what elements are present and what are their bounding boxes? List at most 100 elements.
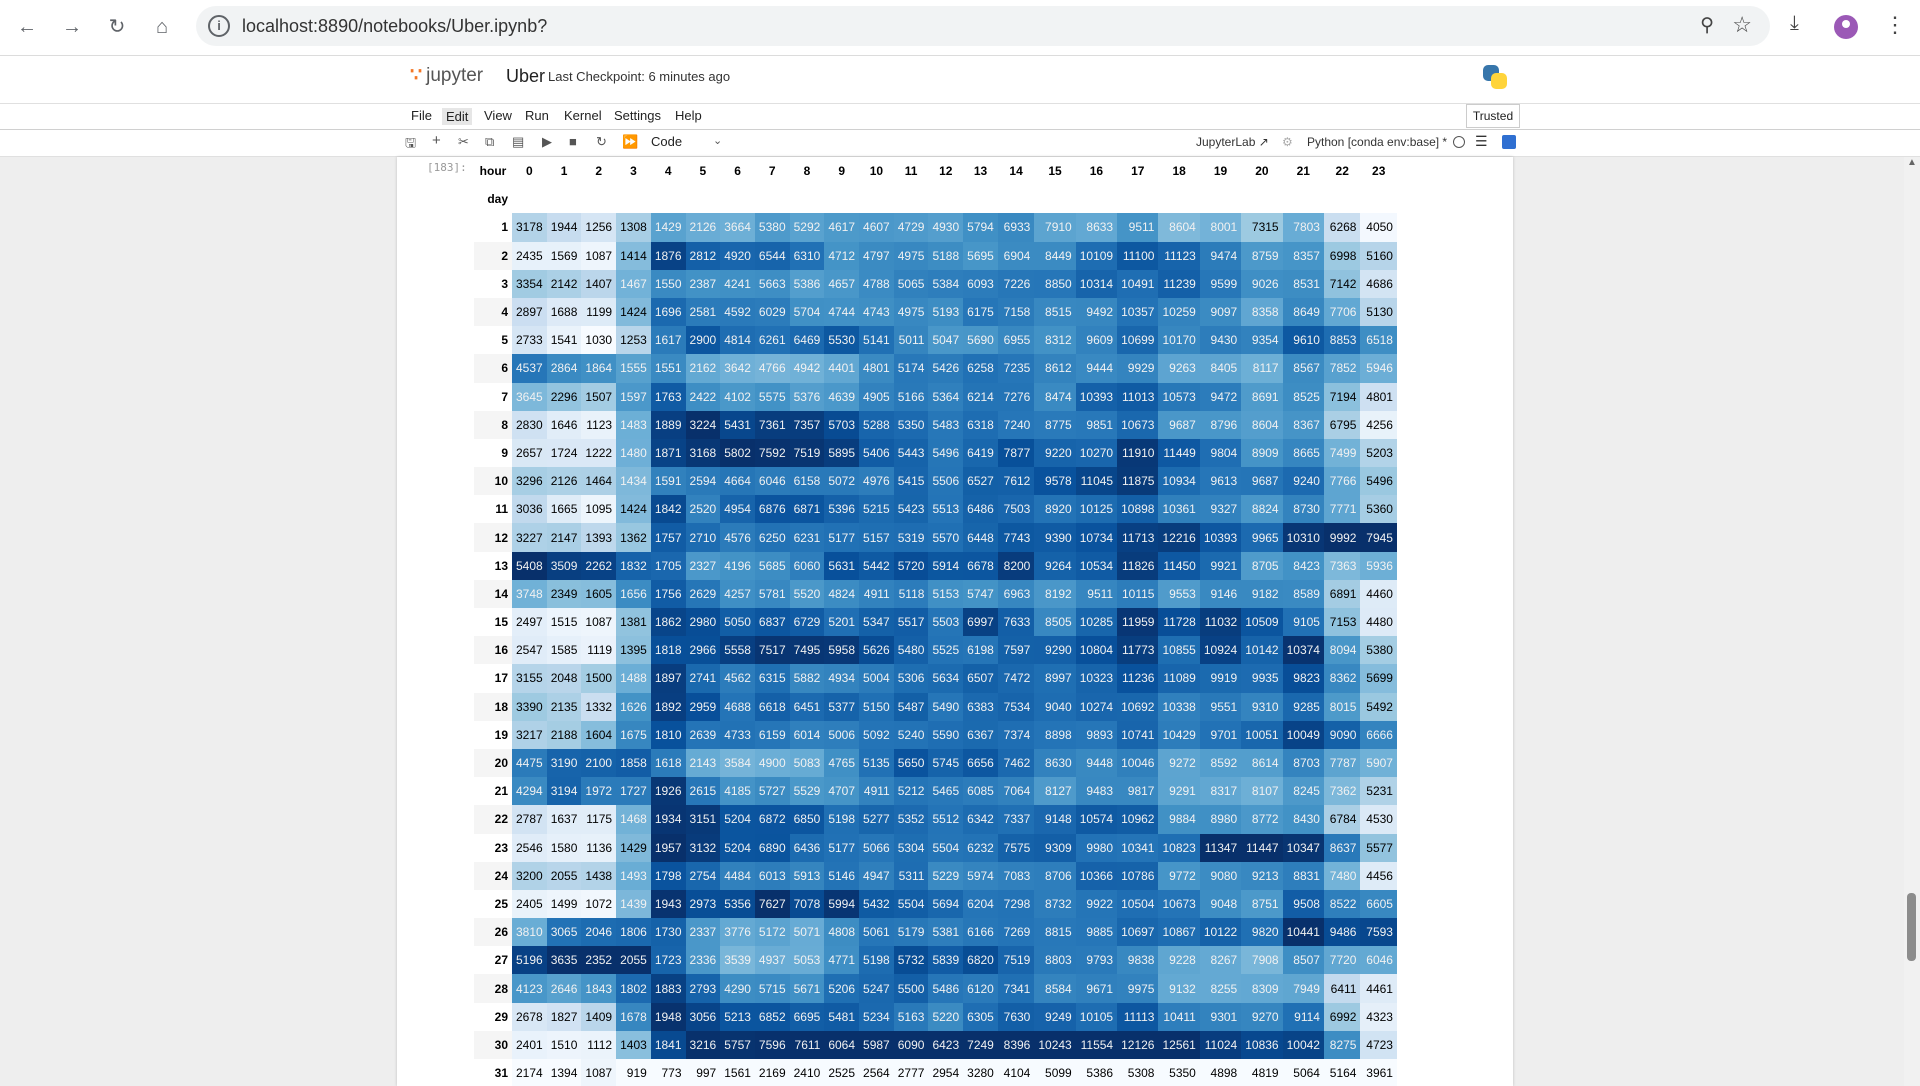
profile-avatar[interactable] [1834, 15, 1858, 39]
hour-header: 6 [720, 157, 755, 186]
paste-icon[interactable]: ▤ [512, 134, 525, 149]
heatmap-cell: 7472 [997, 664, 1035, 693]
menu-run[interactable]: Run [525, 108, 549, 123]
heatmap-cell: 6014 [789, 720, 825, 749]
reload-icon[interactable]: ↻ [108, 16, 126, 38]
empty-header-cell [824, 185, 860, 214]
restart-icon[interactable]: ↻ [596, 134, 607, 149]
hour-header: 5 [685, 157, 721, 186]
heatmap-cell: 9132 [1158, 974, 1200, 1003]
property-inspector-icon[interactable] [1502, 135, 1516, 149]
heatmap-cell: 5577 [1360, 833, 1397, 862]
cut-icon[interactable]: ✂ [458, 134, 469, 149]
heatmap-cell: 2864 [546, 354, 582, 383]
heatmap-cell: 9430 [1199, 326, 1242, 355]
heatmap-cell: 1087 [581, 1059, 617, 1086]
table-row: 17 3155 2048 1500 1488 1897 2741 4562 6315 5882 49… [474, 664, 1397, 693]
cell-type-select[interactable]: Code ⌄ [651, 134, 722, 149]
scrollbar-thumb[interactable] [1907, 893, 1916, 961]
heatmap-cell: 8531 [1282, 269, 1324, 298]
add-cell-icon[interactable]: + [432, 132, 441, 149]
heatmap-cell: 6198 [963, 636, 998, 665]
menu-kernel[interactable]: Kernel [564, 108, 602, 123]
more-menu-icon[interactable]: ⋮ [1884, 12, 1906, 37]
heatmap-cell: 6231 [789, 523, 825, 552]
heatmap-cell: 6448 [963, 523, 998, 552]
home-icon[interactable]: ⌂ [155, 16, 169, 38]
trusted-badge[interactable]: Trusted [1466, 104, 1520, 128]
heatmap-cell: 5699 [1360, 664, 1397, 693]
jupyterlab-link[interactable]: JupyterLab ↗ [1196, 135, 1269, 149]
menu-view[interactable]: View [484, 108, 512, 123]
heatmap-cell: 5204 [720, 805, 755, 834]
heatmap-cell: 4911 [859, 579, 894, 608]
menu-help[interactable]: Help [675, 108, 702, 123]
heatmap-cell: 9885 [1075, 918, 1118, 947]
jupyter-logo-icon: ∵ [410, 65, 423, 86]
menu-settings[interactable]: Settings [614, 108, 661, 123]
heatmap-cell: 8980 [1199, 805, 1242, 834]
scroll-up-icon[interactable]: ▲ [1907, 157, 1917, 168]
menu-edit[interactable]: Edit [442, 108, 473, 125]
page-scrollbar[interactable]: ▲ [1904, 157, 1920, 1086]
notebook-title[interactable]: Uber [506, 66, 546, 86]
heatmap-cell: 5506 [928, 467, 964, 496]
heatmap-cell: 5350 [893, 410, 929, 439]
heatmap-cell: 5504 [893, 889, 929, 919]
heatmap-cell: 6656 [963, 748, 998, 778]
heatmap-cell: 8604 [1241, 410, 1283, 439]
run-icon[interactable]: ▶ [542, 134, 552, 149]
download-icon[interactable]: ⤓ [1790, 12, 1799, 34]
address-bar[interactable]: i localhost:8890/notebooks/Uber.ipynb? ⚲… [196, 6, 1770, 46]
heatmap-cell: 7575 [997, 833, 1035, 862]
back-arrow-icon[interactable]: ← [17, 16, 37, 38]
heatmap-cell: 4824 [824, 579, 860, 608]
site-info-icon[interactable]: i [208, 15, 230, 37]
notebook-header: ∵ jupyter Uber Last Checkpoint: 6 minutes… [0, 56, 1920, 104]
heatmap-cell: 3216 [685, 1030, 721, 1059]
heatmap-cell: 10105 [1075, 1002, 1118, 1031]
heatmap-cell: 5061 [859, 918, 894, 947]
table-row: 20 4475 3190 2100 1858 1618 2143 3584 4900 5083 47… [474, 748, 1397, 778]
heatmap-cell: 9444 [1075, 354, 1118, 383]
heatmap-cell: 5072 [824, 467, 860, 496]
heatmap-cell: 3539 [720, 946, 755, 975]
table-row: 22 2787 1637 1175 1468 1934 3151 5204 6872 6850 51… [474, 805, 1397, 834]
heatmap-cell: 7298 [997, 889, 1035, 919]
heatmap-cell: 5231 [1360, 777, 1397, 806]
heatmap-cell: 4480 [1360, 608, 1397, 637]
heatmap-cell: 4456 [1360, 861, 1397, 890]
url-text[interactable]: localhost:8890/notebooks/Uber.ipynb? [242, 16, 548, 36]
table-row: 4 2897 1688 1199 1424 1696 2581 4592 6029 5704 474… [474, 297, 1397, 327]
menu-lines-icon[interactable]: ☰ [1475, 133, 1488, 149]
heatmap-cell: 1810 [650, 720, 686, 749]
bookmark-star-icon[interactable]: ☆ [1732, 12, 1752, 37]
heatmap-cell: 10274 [1075, 692, 1118, 721]
hour-header: 22 [1323, 157, 1361, 186]
kernel-name[interactable]: Python [conda env:base] * [1307, 135, 1448, 149]
heatmap-cell: 1381 [616, 608, 651, 637]
stop-icon[interactable]: ■ [569, 134, 577, 149]
heatmap-cell: 5160 [1360, 241, 1397, 270]
menu-file[interactable]: File [411, 108, 432, 123]
heatmap-cell: 1468 [616, 805, 651, 834]
heatmap-cell: 8367 [1282, 410, 1324, 439]
heatmap-cell: 8312 [1034, 326, 1076, 355]
jupyter-logo[interactable]: ∵ jupyter [410, 64, 483, 87]
zoom-icon[interactable]: ⚲ [1700, 15, 1714, 36]
save-icon[interactable]: 🖫 [405, 135, 417, 150]
copy-icon[interactable]: ⧉ [485, 134, 495, 149]
forward-arrow-icon[interactable]: → [62, 16, 82, 38]
heatmap-cell: 6419 [963, 438, 998, 468]
heatmap-cell: 5634 [928, 664, 964, 693]
fast-forward-icon[interactable]: ⏩ [622, 134, 639, 149]
gear-icon[interactable]: ⚙ [1282, 135, 1293, 149]
heatmap-cell: 9701 [1199, 720, 1242, 749]
heatmap-cell: 6486 [963, 495, 998, 524]
heatmap-cell: 10441 [1282, 918, 1324, 947]
heatmap-cell: 8107 [1241, 777, 1283, 806]
heatmap-cell: 8405 [1199, 354, 1242, 383]
heatmap-cell: 1605 [581, 579, 617, 608]
heatmap-cell: 8815 [1034, 918, 1076, 947]
heatmap-cell: 5386 [1075, 1059, 1118, 1086]
